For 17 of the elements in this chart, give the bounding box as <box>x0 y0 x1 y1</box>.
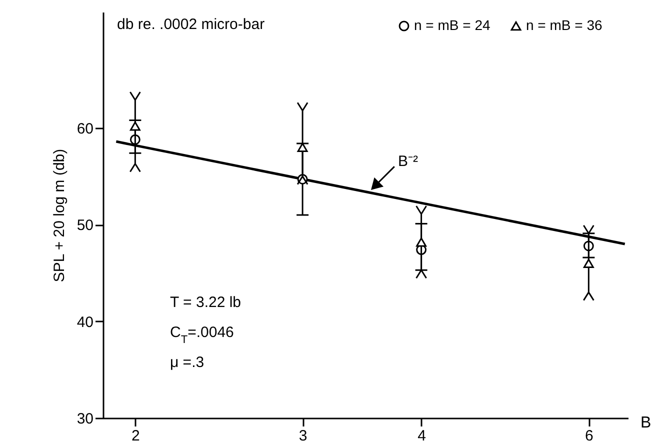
y-tick-label: 60 <box>76 120 94 138</box>
annotation: μ =.3 <box>170 354 204 371</box>
annotation: T = 3.22 lb <box>170 294 242 311</box>
annotation: db re. .0002 micro-bar <box>117 16 265 33</box>
annotation: C$_{T}$=.0046 <box>170 324 234 346</box>
x-tick-label: 2 <box>132 428 140 442</box>
legend-label: n = mB = 36 <box>526 17 602 33</box>
y-tick-label: 40 <box>76 314 94 331</box>
annotation: B⁻² <box>398 152 418 170</box>
x-tick-label: 4 <box>418 428 426 442</box>
x-tick-label: 6 <box>584 428 594 442</box>
x-axis-title: B <box>640 414 652 432</box>
y-tick-label: 30 <box>76 410 94 428</box>
x-tick-label: 3 <box>298 428 308 442</box>
legend-label: n = mB = 24 <box>414 17 490 33</box>
y-tick-label: 50 <box>76 217 94 234</box>
y-axis-title: SPL + 20 log m (db) <box>50 148 68 282</box>
